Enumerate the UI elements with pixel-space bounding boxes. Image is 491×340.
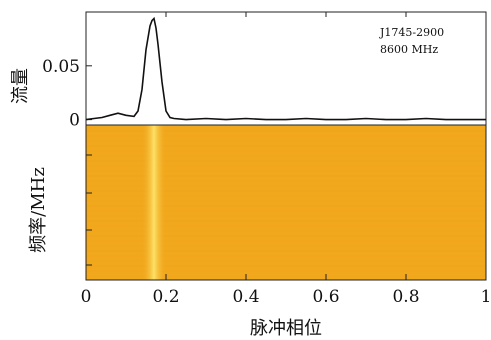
x-axis-ticks: 0 0.2 0.4 0.6 0.8 1 — [81, 12, 491, 307]
x-tick-label: 0.2 — [152, 287, 179, 307]
x-axis-label: 脉冲相位 — [250, 318, 322, 339]
profile-y-label: 流量 — [10, 68, 31, 104]
waterfall-panel: 0 0.2 0.4 0.6 0.8 1 频率/MHz 脉冲相位 — [28, 12, 491, 339]
x-tick-label: 0.4 — [232, 287, 259, 307]
waterfall-y-label: 频率/MHz — [28, 167, 49, 253]
profile-y-tick-label: 0 — [69, 111, 80, 131]
profile-y-ticks: 00.05 — [42, 57, 92, 131]
profile-y-tick-label: 0.05 — [42, 57, 80, 77]
waterfall-y-ticks — [86, 154, 92, 266]
annotation-frequency: 8600 MHz — [380, 43, 438, 56]
x-tick-label: 0.8 — [392, 287, 419, 307]
profile-series-line — [85, 16, 486, 121]
waterfall-pulse-band — [142, 125, 166, 280]
x-tick-label: 1 — [481, 287, 491, 307]
x-tick-label: 0.6 — [312, 287, 339, 307]
x-tick-label: 0 — [81, 287, 92, 307]
waterfall-frame — [85, 124, 487, 281]
annotation-source: J1745-2900 — [379, 26, 444, 39]
profile-frame — [85, 11, 487, 126]
profile-panel: 00.05 J1745-2900 8600 MHz 流量 — [10, 11, 487, 131]
